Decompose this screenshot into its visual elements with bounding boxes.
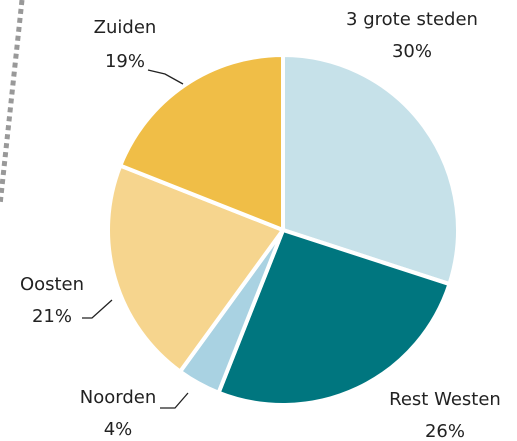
slice-label: Zuiden (94, 17, 157, 38)
slice-value-label: 4% (104, 419, 133, 440)
decoration-dotted-line (0, 0, 25, 206)
leader-line (82, 299, 113, 319)
slice-value-label: 26% (425, 421, 465, 441)
slice-label: Rest Westen (389, 389, 501, 410)
pie-slice (118, 53, 285, 232)
slice-value-label: 30% (392, 41, 432, 62)
pie-slice (281, 53, 460, 287)
slice-label: Noorden (80, 387, 156, 408)
slice-value-label: 21% (32, 306, 72, 327)
slice-value-label: 19% (105, 51, 145, 72)
pie-slice (216, 228, 452, 407)
slice-label: Oosten (20, 274, 84, 295)
leader-line (147, 69, 184, 85)
leader-line (160, 392, 189, 409)
pie-slice (106, 163, 285, 374)
slice-label: 3 grote steden (346, 9, 478, 30)
